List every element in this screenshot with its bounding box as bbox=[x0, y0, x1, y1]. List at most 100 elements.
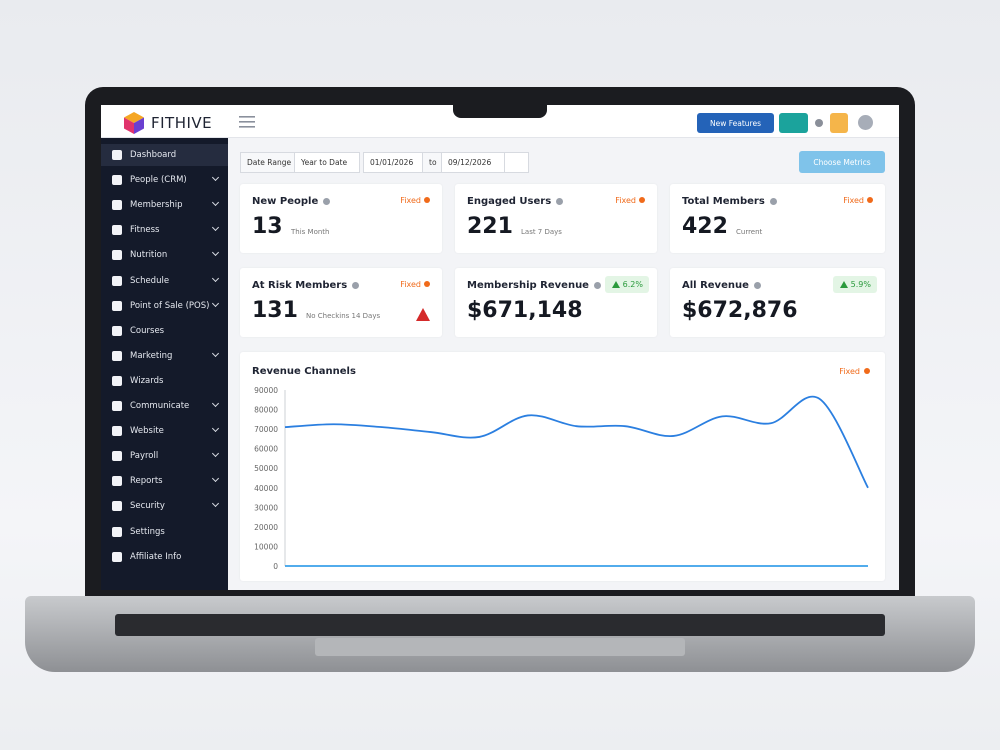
nav-icon bbox=[112, 325, 122, 336]
nav-item[interactable]: Communicate bbox=[101, 395, 228, 417]
nav-icon bbox=[112, 200, 122, 211]
nav-item[interactable]: Wizards bbox=[101, 370, 228, 392]
chevron bbox=[211, 199, 220, 207]
search-button[interactable] bbox=[504, 152, 529, 173]
nav-item[interactable]: People (CRM) bbox=[101, 169, 228, 191]
nav-item[interactable]: Website bbox=[101, 420, 228, 442]
chevron bbox=[211, 299, 220, 307]
info-icon bbox=[593, 281, 601, 289]
info-icon bbox=[753, 281, 761, 289]
nav-label: Marketing bbox=[130, 350, 173, 361]
card-note: Last 7 Days bbox=[521, 228, 562, 236]
y-tick-label: 40000 bbox=[254, 484, 278, 493]
card-value: $672,876 bbox=[682, 298, 798, 323]
card-title: Membership Revenue bbox=[467, 280, 601, 291]
nav-label: People (CRM) bbox=[130, 175, 187, 186]
nav-label: Dashboard bbox=[130, 150, 177, 160]
nav-label: Communicate bbox=[130, 401, 190, 411]
menu-toggle[interactable] bbox=[239, 116, 255, 128]
card-badge: Fixed bbox=[843, 196, 873, 205]
notifications[interactable] bbox=[830, 113, 848, 133]
nav-item[interactable]: Courses bbox=[101, 320, 228, 342]
line-series bbox=[284, 395, 869, 489]
nav-icon bbox=[112, 551, 122, 562]
trackpad bbox=[315, 638, 685, 656]
metric-card: At Risk Members 131 No Checkins 14 Days Fix… bbox=[240, 268, 442, 337]
chevron bbox=[211, 274, 220, 282]
avatar[interactable] bbox=[858, 115, 873, 130]
chart-badge: Fixed bbox=[839, 367, 860, 376]
new-features-button[interactable]: New Features bbox=[697, 113, 774, 133]
card-value: 13 bbox=[252, 214, 283, 239]
nav-item[interactable]: Nutrition bbox=[101, 244, 228, 266]
nav-label: Schedule bbox=[130, 275, 170, 286]
nav-item[interactable]: Payroll bbox=[101, 445, 228, 467]
nav-icon bbox=[112, 250, 122, 261]
status-dot[interactable] bbox=[815, 119, 823, 127]
nav-item[interactable]: Membership bbox=[101, 194, 228, 216]
brand: FITHIVE bbox=[151, 114, 213, 132]
chevron bbox=[211, 450, 220, 458]
chart-card: Revenue Channels Fixed 0 10000 20000 30000 4… bbox=[240, 352, 885, 581]
y-tick-label: 0 bbox=[273, 562, 278, 571]
nav-icon bbox=[112, 451, 122, 462]
nav-icon bbox=[112, 375, 122, 386]
nav-item[interactable]: Marketing bbox=[101, 345, 228, 367]
nav-item[interactable]: Dashboard bbox=[101, 144, 228, 166]
chevron bbox=[211, 500, 220, 508]
nav-label: Wizards bbox=[130, 375, 164, 386]
nav-label: Payroll bbox=[130, 451, 159, 462]
card-note: Current bbox=[736, 228, 763, 236]
y-tick-label: 50000 bbox=[254, 464, 278, 473]
metric-card: Total Members 422 Current Fixed bbox=[670, 184, 885, 253]
date-to[interactable]: 09/12/2026 bbox=[441, 152, 505, 173]
chevron bbox=[211, 475, 220, 483]
card-title: All Revenue bbox=[682, 280, 761, 291]
y-tick-label: 90000 bbox=[254, 386, 278, 395]
nav-label: Security bbox=[130, 501, 165, 512]
nav-item[interactable]: Settings bbox=[101, 521, 228, 543]
y-tick-label: 80000 bbox=[254, 406, 278, 415]
chevron bbox=[211, 249, 220, 257]
card-value: 422 bbox=[682, 214, 728, 239]
nav-icon bbox=[112, 275, 122, 286]
nav-label: Website bbox=[130, 426, 164, 437]
nav-item[interactable]: Fitness bbox=[101, 219, 228, 241]
nav-icon bbox=[112, 526, 122, 537]
nav-label: Point of Sale (POS) bbox=[130, 300, 210, 311]
screen: FITHIVE New Features Dashboard People (CR… bbox=[101, 105, 899, 590]
chevron bbox=[211, 399, 220, 408]
gear-icon bbox=[864, 368, 870, 374]
metric-card: All Revenue $672,876 5.9% bbox=[670, 268, 885, 337]
card-note: This Month bbox=[291, 228, 330, 236]
date-range-label: Date Range bbox=[240, 152, 295, 173]
card-title: At Risk Members bbox=[252, 280, 360, 291]
nav-icon bbox=[112, 401, 122, 411]
choose-metrics-button[interactable]: Choose Metrics bbox=[799, 151, 885, 173]
nav-item[interactable]: Security bbox=[101, 495, 228, 517]
range-select[interactable]: Year to Date bbox=[294, 152, 360, 173]
y-tick-label: 60000 bbox=[254, 445, 278, 454]
nav-icon bbox=[112, 501, 122, 512]
nav-icon bbox=[112, 300, 122, 311]
info-icon bbox=[323, 197, 331, 205]
nav-item[interactable]: Affiliate Info bbox=[101, 546, 228, 568]
card-badge: Fixed bbox=[400, 280, 430, 289]
metric-card: Engaged Users 221 Last 7 Days Fixed bbox=[455, 184, 657, 253]
nav-item[interactable]: Point of Sale (POS) bbox=[101, 295, 228, 317]
chevron bbox=[211, 425, 220, 433]
nav-icon bbox=[112, 225, 122, 236]
toggle-button[interactable] bbox=[779, 113, 808, 133]
nav-label: Reports bbox=[130, 476, 163, 487]
nav-item[interactable]: Reports bbox=[101, 470, 228, 492]
nav-item[interactable]: Schedule bbox=[101, 270, 228, 292]
nav-label: Membership bbox=[130, 200, 183, 211]
nav-label: Nutrition bbox=[130, 250, 168, 261]
info-icon bbox=[556, 197, 564, 205]
card-title: New People bbox=[252, 196, 331, 207]
date-from[interactable]: 01/01/2026 bbox=[363, 152, 423, 173]
nav-icon bbox=[112, 150, 122, 160]
nav-label: Fitness bbox=[130, 225, 160, 236]
y-tick-label: 30000 bbox=[254, 503, 278, 512]
card-badge: Fixed bbox=[400, 196, 430, 205]
